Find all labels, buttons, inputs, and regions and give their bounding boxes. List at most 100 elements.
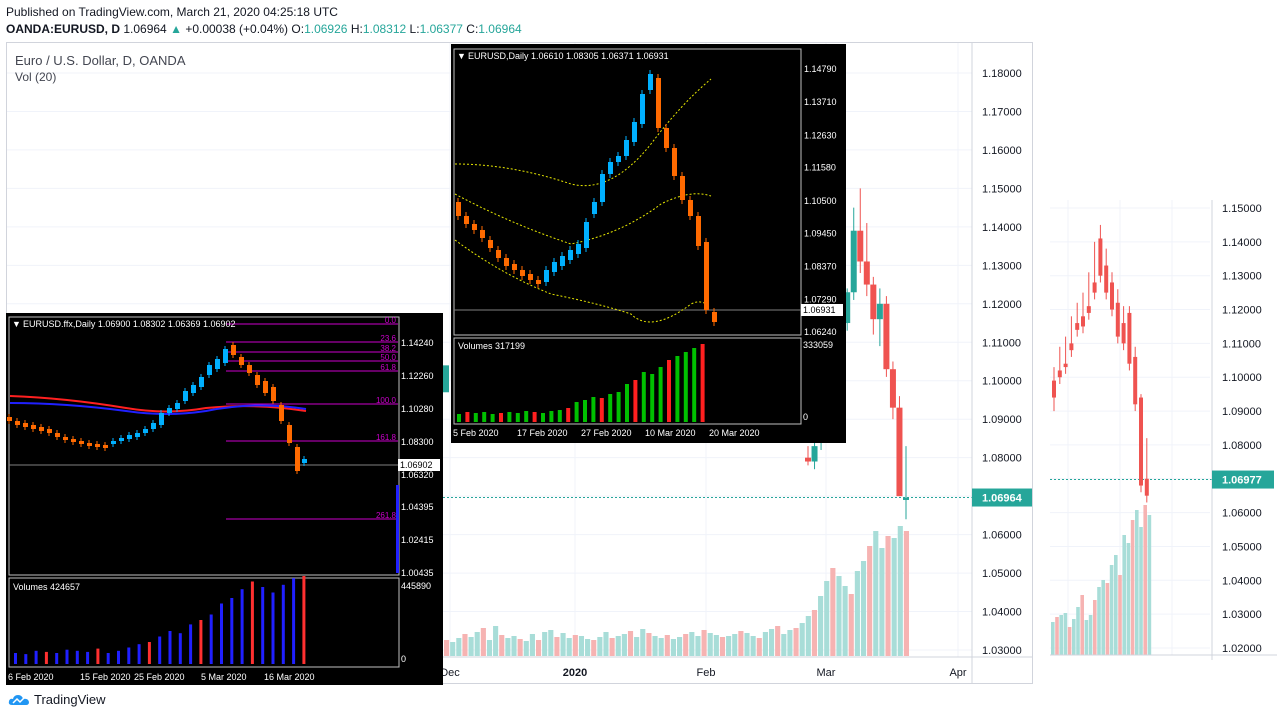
candle-body (672, 148, 677, 176)
volume-bar (482, 412, 487, 422)
volume-bar (787, 630, 793, 656)
x-tick-label: 2020 (563, 667, 587, 679)
volume-bar (574, 402, 579, 422)
volume-bar (1118, 575, 1122, 655)
mt4-left-y-tick: 1.10280 (401, 404, 434, 414)
volume-bar (848, 594, 854, 656)
y-tick-label: 1.13000 (982, 260, 1022, 272)
volume-bar (515, 413, 520, 422)
volume-bar (664, 635, 670, 656)
volume-bar (524, 411, 529, 422)
candle-body (576, 244, 581, 254)
y-tick-label: 1.02000 (1222, 643, 1262, 655)
volume-bar (292, 578, 296, 664)
candle-body (1086, 306, 1091, 313)
volume-bar (281, 584, 285, 664)
candle-body (472, 224, 477, 230)
volume-bar (652, 636, 658, 656)
candle-body (712, 312, 717, 322)
volume-bar (695, 636, 701, 656)
volume-bar (879, 548, 885, 656)
y-tick-label: 1.08000 (1222, 440, 1262, 452)
fib-level-label: 0.0 (385, 316, 397, 325)
candle-body (1121, 323, 1126, 344)
open-value: 1.06926 (304, 22, 348, 36)
volume-bar (578, 636, 585, 656)
candle-body (223, 349, 228, 363)
volume-bar (1097, 587, 1101, 655)
candle-body (640, 94, 645, 124)
volume-bar (55, 653, 59, 664)
volume-bar (493, 626, 499, 656)
volume-bar (609, 638, 615, 656)
volume-bar (641, 372, 646, 422)
mt4-top-title-arrow: ▼ (457, 51, 466, 61)
ma-blue-line (9, 402, 307, 415)
y-tick-label: 1.11000 (1222, 338, 1261, 350)
mt4-top-x-tick: 17 Feb 2020 (517, 428, 568, 438)
volume-bar (621, 634, 627, 656)
volume-bar (616, 392, 621, 422)
candle-body (704, 242, 709, 310)
candle-body (488, 240, 493, 248)
candle-body (632, 122, 637, 142)
mt4-left-title-arrow: ▼ (12, 319, 21, 329)
volume-bar (854, 571, 860, 656)
bollinger-upper (454, 78, 712, 187)
candle-body (119, 438, 124, 441)
fib-level-label: 38.2 (380, 344, 396, 353)
volume-bar (1126, 543, 1131, 655)
candle-body (600, 174, 605, 202)
volume-bar (450, 642, 456, 656)
volume-bar (505, 638, 511, 656)
volume-bar (1088, 615, 1093, 655)
candle-body (896, 407, 903, 497)
mt4-top-vol-zero: 0 (803, 412, 808, 422)
volume-bar (572, 635, 578, 656)
volume-bar (302, 576, 306, 664)
volume-bar (106, 653, 110, 664)
candle-body (7, 417, 12, 421)
mt4-top-x-tick: 27 Feb 2020 (581, 428, 632, 438)
volume-bar (541, 413, 545, 422)
candle-body (544, 270, 549, 282)
candle-body (1075, 323, 1080, 330)
candle-body (1063, 363, 1068, 368)
low-value: 1.06377 (419, 22, 463, 36)
mt4-left-y-tick: 1.00435 (401, 568, 434, 578)
volume-bar (209, 614, 213, 664)
volume-bar (860, 561, 867, 656)
volume-bar (625, 384, 629, 422)
x-tick-label: Apr (949, 667, 966, 679)
volume-bar (473, 413, 478, 422)
volume-bar (548, 630, 554, 656)
candle-body (55, 433, 60, 437)
candle-body (183, 391, 188, 401)
mt4-left-vol-max: 445890 (401, 581, 431, 591)
volume-bar (557, 410, 562, 422)
volume-bar (96, 648, 100, 664)
volume-bar (650, 374, 655, 422)
volume-bar (1067, 627, 1072, 655)
price-badge (972, 488, 1032, 507)
current-price-badge (801, 304, 843, 316)
candle-body (295, 447, 300, 471)
mt4-top-y-tick: 1.09450 (804, 228, 837, 238)
y-tick-label: 1.09000 (1222, 406, 1262, 418)
candle-body (63, 437, 68, 440)
x-tick-label: Feb (697, 667, 716, 679)
candle-body (443, 365, 449, 393)
volume-bar (499, 413, 503, 422)
high-value: 1.08312 (362, 22, 407, 36)
mt4-left-y-tick: 1.14240 (401, 338, 434, 348)
x-tick-label: Dec (440, 667, 460, 679)
volume-bar (658, 638, 664, 656)
fib-level-label: 261.8 (376, 511, 397, 520)
candle-body (87, 443, 92, 446)
candle-body (664, 128, 669, 148)
mt4-left-y-tick: 1.06320 (401, 470, 434, 480)
candle-body (850, 230, 857, 293)
mt4-top-title: EURUSD,Daily 1.06610 1.08305 1.06371 1.0… (468, 51, 669, 61)
tradingview-logo[interactable]: TradingView (8, 692, 106, 707)
